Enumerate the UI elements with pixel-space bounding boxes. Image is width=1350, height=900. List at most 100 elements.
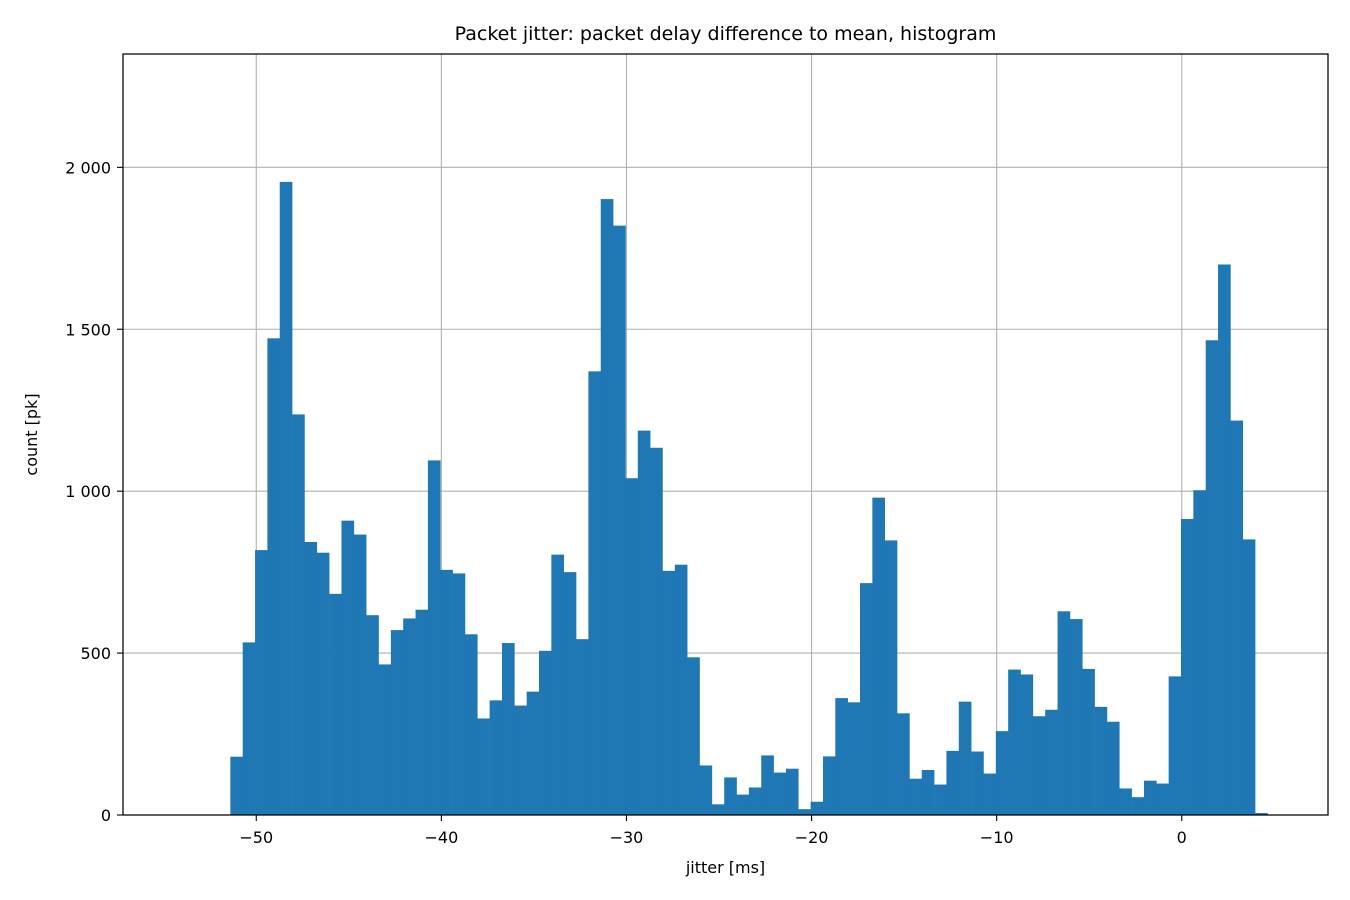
histogram-bar	[588, 371, 602, 815]
chart-title: Packet jitter: packet delay difference t…	[455, 23, 997, 45]
y-tick-label: 2 000	[65, 158, 111, 177]
histogram-bar	[748, 787, 762, 815]
histogram-bar	[995, 731, 1009, 815]
histogram-bar	[699, 765, 713, 815]
histogram-bar	[551, 554, 565, 815]
histogram-bar	[390, 630, 404, 815]
histogram-bar	[637, 430, 651, 815]
histogram-bar	[736, 794, 750, 815]
histogram-bar	[1082, 668, 1095, 815]
histogram-bar	[1255, 813, 1268, 815]
histogram-bar	[822, 756, 836, 815]
histogram-bar	[563, 572, 577, 815]
histogram-bar	[292, 414, 305, 815]
histogram-bar	[761, 755, 774, 815]
histogram-bar	[971, 751, 984, 815]
axes-frame	[122, 53, 1329, 816]
histogram-bar	[1218, 264, 1231, 815]
x-tick-label: −10	[980, 828, 1014, 847]
histogram-bar	[921, 769, 935, 815]
histogram-bar	[934, 784, 947, 815]
histogram-bar	[625, 478, 639, 815]
histogram-bar	[835, 698, 848, 815]
histogram-bar	[1156, 783, 1169, 815]
x-tick-label: −40	[424, 828, 458, 847]
histogram-bar	[267, 338, 281, 815]
histogram-bar	[576, 639, 589, 815]
y-tick-label: 1 500	[65, 320, 111, 339]
histogram-bar	[1205, 340, 1219, 815]
histogram-bar	[464, 634, 478, 815]
histogram-bar	[600, 199, 614, 815]
histogram-bar	[909, 778, 923, 815]
histogram-bar	[650, 447, 663, 815]
histogram-bar	[798, 809, 811, 815]
histogram-bar	[242, 642, 256, 815]
histogram-bar	[341, 520, 355, 815]
x-axis-label: jitter [ms]	[685, 858, 765, 877]
histogram-bar	[378, 664, 392, 815]
histogram-bar	[1131, 797, 1145, 815]
histogram-bar	[440, 569, 453, 815]
y-tick-label: 500	[80, 644, 111, 663]
histogram-bar	[1119, 788, 1132, 815]
histogram-bar	[674, 564, 688, 815]
histogram-bar	[847, 702, 861, 815]
histogram-bar	[526, 691, 540, 815]
histogram-bar	[1106, 721, 1120, 815]
histogram-bar	[279, 181, 293, 815]
histogram-bar	[452, 573, 466, 815]
histogram-bar	[353, 534, 367, 815]
histogram-bar	[983, 773, 997, 815]
histogram-bar	[1143, 780, 1157, 815]
histogram-bar	[1045, 709, 1058, 815]
histogram-bar	[897, 713, 910, 815]
x-tick-label: −50	[239, 828, 273, 847]
histogram-bar	[403, 618, 416, 815]
histogram-bar	[687, 657, 700, 815]
bars-layer	[230, 181, 1268, 816]
histogram-bar	[1008, 669, 1021, 815]
histogram-bar	[1057, 611, 1071, 815]
histogram-bar	[514, 705, 527, 815]
histogram-bar	[872, 497, 886, 815]
histogram-bar	[539, 650, 552, 815]
histogram-bar	[613, 225, 626, 816]
histogram-bar	[860, 583, 873, 815]
histogram-bar	[1181, 519, 1194, 815]
x-tick-label: 0	[1177, 828, 1187, 847]
histogram-bar	[329, 593, 342, 815]
histogram-bar	[724, 777, 737, 815]
x-tick-label: −20	[795, 828, 829, 847]
histogram-bar	[1168, 676, 1182, 815]
histogram-bar	[255, 550, 268, 815]
y-tick-label: 1 000	[65, 482, 111, 501]
histogram-bar	[810, 801, 824, 815]
histogram-bar	[711, 804, 725, 815]
histogram-bar	[477, 718, 490, 815]
x-tick-label: −30	[610, 828, 644, 847]
y-axis-label: count [pk]	[22, 393, 41, 475]
histogram-bar	[946, 750, 960, 815]
histogram-bar	[884, 540, 898, 815]
histogram-bar	[427, 460, 441, 815]
y-tick-label: 0	[101, 806, 111, 825]
histogram-bar	[489, 700, 503, 815]
histogram-bar	[230, 756, 244, 815]
histogram-bar	[1094, 706, 1108, 815]
histogram-bar	[1069, 619, 1083, 815]
histogram-bar	[304, 542, 318, 815]
histogram-bar	[1193, 490, 1207, 815]
histogram-bar	[785, 768, 799, 815]
histogram-bar	[501, 643, 515, 815]
histogram-bar	[366, 615, 379, 815]
histogram-bar	[662, 570, 676, 815]
histogram-bar	[1230, 420, 1244, 815]
histogram-bar	[1242, 539, 1256, 815]
histogram-bar	[1020, 674, 1034, 815]
histogram-bar	[958, 701, 972, 815]
histogram-bar	[1032, 716, 1046, 815]
